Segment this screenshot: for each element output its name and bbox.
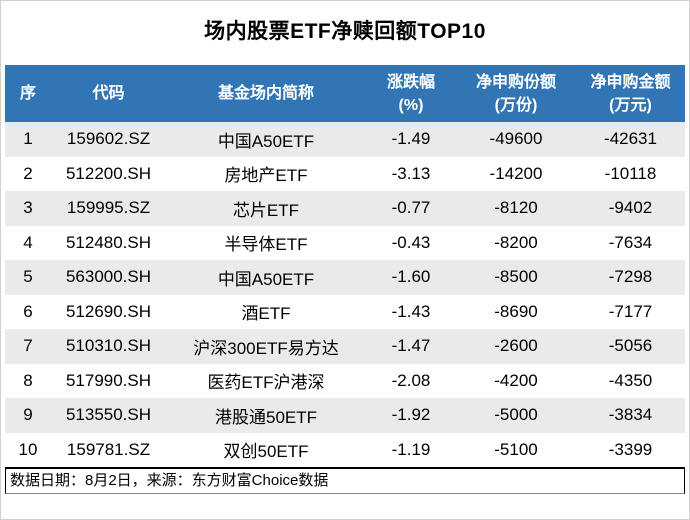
net-amount-cell: -3399 bbox=[576, 432, 685, 467]
seq-cell: 8 bbox=[5, 363, 51, 398]
change-pct-cell: -2.08 bbox=[366, 363, 456, 398]
code-cell: 512690.SH bbox=[51, 294, 166, 329]
header-net-shares: 净申购份额 (万份) bbox=[456, 65, 576, 122]
net-amount-cell: -7177 bbox=[576, 294, 685, 329]
code-cell: 159602.SZ bbox=[51, 122, 166, 157]
change-pct-cell: -0.43 bbox=[366, 225, 456, 260]
code-cell: 517990.SH bbox=[51, 363, 166, 398]
code-cell: 159781.SZ bbox=[51, 432, 166, 467]
code-cell: 512480.SH bbox=[51, 225, 166, 260]
net-shares-cell: -5100 bbox=[456, 432, 576, 467]
table-row: 9 513550.SH 港股通50ETF -1.92 -5000 -3834 bbox=[5, 398, 685, 433]
fund-name-cell: 港股通50ETF bbox=[166, 398, 366, 433]
change-pct-cell: -1.49 bbox=[366, 122, 456, 157]
seq-cell: 6 bbox=[5, 294, 51, 329]
change-pct-cell: -1.47 bbox=[366, 329, 456, 364]
etf-table: 序代码 基金场内简称 涨跌幅 (%) 净申购份额 (万份) 净申购金额 (万元) 1 15960… bbox=[5, 65, 685, 467]
seq-cell: 10 bbox=[5, 432, 51, 467]
table-row: 4 512480.SH 半导体ETF -0.43 -8200 -7634 bbox=[5, 225, 685, 260]
fund-name-cell: 中国A50ETF bbox=[166, 260, 366, 295]
net-shares-cell: -8120 bbox=[456, 191, 576, 226]
header-seq: 序 bbox=[5, 65, 51, 122]
code-cell: 159995.SZ bbox=[51, 191, 166, 226]
net-shares-cell: -8690 bbox=[456, 294, 576, 329]
seq-cell: 4 bbox=[5, 225, 51, 260]
net-amount-cell: -7298 bbox=[576, 260, 685, 295]
code-cell: 513550.SH bbox=[51, 398, 166, 433]
fund-name-cell: 沪深300ETF易方达 bbox=[166, 329, 366, 364]
page-title: 场内股票ETF净赎回额TOP10 bbox=[204, 20, 486, 43]
fund-name-cell: 医药ETF沪港深 bbox=[166, 363, 366, 398]
net-shares-cell: -49600 bbox=[456, 122, 576, 157]
net-amount-cell: -42631 bbox=[576, 122, 685, 157]
table-row: 6 512690.SH 酒ETF -1.43 -8690 -7177 bbox=[5, 294, 685, 329]
change-pct-cell: -3.13 bbox=[366, 156, 456, 191]
seq-cell: 5 bbox=[5, 260, 51, 295]
net-shares-cell: -8200 bbox=[456, 225, 576, 260]
header-net-amount: 净申购金额 (万元) bbox=[576, 65, 685, 122]
seq-cell: 3 bbox=[5, 191, 51, 226]
data-source-note: 数据日期：8月2日，来源：东方财富Choice数据 bbox=[5, 467, 685, 494]
fund-name-cell: 酒ETF bbox=[166, 294, 366, 329]
net-shares-cell: -5000 bbox=[456, 398, 576, 433]
change-pct-cell: -1.43 bbox=[366, 294, 456, 329]
net-shares-cell: -14200 bbox=[456, 156, 576, 191]
fund-name-cell: 半导体ETF bbox=[166, 225, 366, 260]
fund-name-cell: 房地产ETF bbox=[166, 156, 366, 191]
table-row: 1 159602.SZ 中国A50ETF -1.49 -49600 -42631 bbox=[5, 122, 685, 157]
table-row: 5 563000.SH 中国A50ETF -1.60 -8500 -7298 bbox=[5, 260, 685, 295]
seq-cell: 1 bbox=[5, 122, 51, 157]
header-code: 代码 bbox=[51, 65, 166, 122]
change-pct-cell: -1.19 bbox=[366, 432, 456, 467]
table-row: 7 510310.SH 沪深300ETF易方达 -1.47 -2600 -5056 bbox=[5, 329, 685, 364]
net-amount-cell: -7634 bbox=[576, 225, 685, 260]
fund-name-cell: 中国A50ETF bbox=[166, 122, 366, 157]
seq-cell: 2 bbox=[5, 156, 51, 191]
table-row: 3 159995.SZ 芯片ETF -0.77 -8120 -9402 bbox=[5, 191, 685, 226]
fund-name-cell: 双创50ETF bbox=[166, 432, 366, 467]
table-row: 10 159781.SZ 双创50ETF -1.19 -5100 -3399 bbox=[5, 432, 685, 467]
fund-name-cell: 芯片ETF bbox=[166, 191, 366, 226]
table-row: 8 517990.SH 医药ETF沪港深 -2.08 -4200 -4350 bbox=[5, 363, 685, 398]
change-pct-cell: -0.77 bbox=[366, 191, 456, 226]
table-row: 2 512200.SH 房地产ETF -3.13 -14200 -10118 bbox=[5, 156, 685, 191]
seq-cell: 7 bbox=[5, 329, 51, 364]
code-cell: 510310.SH bbox=[51, 329, 166, 364]
net-amount-cell: -10118 bbox=[576, 156, 685, 191]
code-cell: 563000.SH bbox=[51, 260, 166, 295]
net-amount-cell: -4350 bbox=[576, 363, 685, 398]
seq-cell: 9 bbox=[5, 398, 51, 433]
table-header-row: 序代码 基金场内简称 涨跌幅 (%) 净申购份额 (万份) 净申购金额 (万元) bbox=[5, 65, 685, 122]
header-fund-name: 基金场内简称 bbox=[166, 65, 366, 122]
net-shares-cell: -8500 bbox=[456, 260, 576, 295]
net-amount-cell: -9402 bbox=[576, 191, 685, 226]
net-amount-cell: -3834 bbox=[576, 398, 685, 433]
net-shares-cell: -4200 bbox=[456, 363, 576, 398]
net-amount-cell: -5056 bbox=[576, 329, 685, 364]
code-cell: 512200.SH bbox=[51, 156, 166, 191]
change-pct-cell: -1.60 bbox=[366, 260, 456, 295]
change-pct-cell: -1.92 bbox=[366, 398, 456, 433]
header-change-pct: 涨跌幅 (%) bbox=[366, 65, 456, 122]
net-shares-cell: -2600 bbox=[456, 329, 576, 364]
